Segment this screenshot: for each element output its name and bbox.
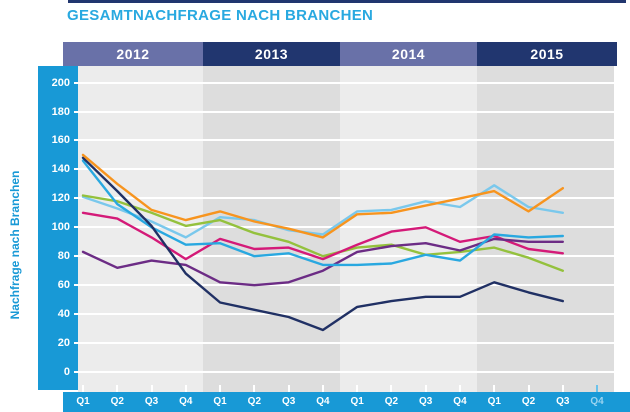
year-header-2015: 2015: [477, 42, 617, 66]
x-tick-mark: [424, 385, 427, 392]
y-tick-mark: [74, 168, 78, 171]
purple-line: [81, 237, 564, 287]
y-axis-band: 200 180 160 140 120 100 80 60 40 20 0: [38, 66, 78, 390]
x-label-2014-Q1: Q1: [350, 396, 364, 407]
chart-title: GESAMTNACHFRAGE NACH BRANCHEN: [67, 7, 374, 24]
orange-line: [81, 153, 564, 239]
navy-line: [81, 156, 564, 332]
plot-year-band-2015: [477, 66, 614, 392]
x-label-2015-Q3: Q3: [556, 396, 570, 407]
y-tick-mark: [74, 81, 78, 84]
y-tick-label-20: 20: [57, 337, 70, 350]
x-label-2013-Q2: Q2: [247, 396, 262, 407]
y-tick-label-80: 80: [57, 250, 70, 263]
y-tick-mark: [74, 371, 78, 373]
y-tick-label-200: 200: [51, 76, 70, 89]
x-label-2014-Q4: Q4: [453, 396, 467, 407]
x-label-2014-Q3: Q3: [419, 396, 433, 407]
x-tick-mark: [458, 385, 461, 392]
gridline-180: [78, 110, 614, 113]
x-tick-mark: [493, 385, 496, 392]
y-tick-label-100: 100: [51, 221, 70, 234]
plot-area: [78, 66, 614, 392]
x-label-2013-Q1: Q1: [213, 396, 227, 407]
x-label-2013-Q4: Q4: [316, 396, 330, 407]
x-tick-mark: [527, 385, 530, 392]
x-label-2015-Q2: Q2: [521, 396, 536, 407]
x-tick-mark: [356, 385, 359, 392]
y-tick-label-40: 40: [57, 308, 70, 321]
gridline-0: [78, 371, 614, 373]
x-axis-band: Q1 Q2 Q3 Q4 Q1 Q2 Q3 Q4 Q1 Q2 Q3 Q4 Q1 Q2 Q3 Q4: [63, 392, 630, 412]
plot-year-band-2013: [203, 66, 340, 392]
y-axis-title: Nachfrage nach Branchen: [8, 170, 22, 320]
x-tick-mark: [219, 385, 222, 392]
plot-year-band-2012: [78, 66, 203, 392]
x-tick-mark: [596, 385, 599, 392]
x-label-2012-Q1: Q1: [76, 396, 90, 407]
year-header-row: 2012 2013 2014 2015: [63, 42, 617, 66]
year-header-2014: 2014: [340, 42, 477, 66]
x-tick-mark: [321, 385, 324, 392]
year-header-2013: 2013: [203, 42, 340, 66]
x-label-2012-Q2: Q2: [110, 396, 124, 407]
magenta-line: [81, 211, 564, 261]
gridline-80: [78, 255, 614, 258]
y-tick-label-60: 60: [57, 279, 70, 292]
y-tick-label-120: 120: [51, 192, 70, 205]
gridline-60: [78, 284, 614, 287]
blue-line: [81, 159, 564, 267]
x-tick-mark: [287, 385, 290, 392]
x-tick-mark: [561, 385, 564, 392]
top-border-strip: [68, 0, 626, 3]
x-tick-mark: [253, 385, 256, 392]
x-label-2015-Q4: Q4: [590, 396, 604, 407]
year-header-2012: 2012: [63, 42, 203, 66]
y-tick-mark: [74, 342, 78, 345]
y-tick-mark: [74, 284, 78, 287]
x-label-2014-Q2: Q2: [384, 396, 399, 407]
x-tick-mark: [150, 385, 153, 392]
gridline-120: [78, 197, 614, 200]
green-line: [81, 194, 564, 272]
x-label-2012-Q4: Q4: [179, 396, 193, 407]
x-tick-mark: [184, 385, 187, 392]
gridline-20: [78, 342, 614, 345]
y-tick-mark: [74, 197, 78, 200]
y-tick-mark: [74, 313, 78, 316]
y-tick-label-180: 180: [51, 105, 70, 118]
y-tick-mark: [74, 139, 78, 142]
x-tick-mark: [82, 385, 84, 392]
gridline-100: [78, 226, 614, 229]
gridline-160: [78, 139, 614, 142]
y-tick-mark: [74, 255, 78, 258]
x-label-2012-Q3: Q3: [144, 396, 159, 407]
x-label-2015-Q1: Q1: [487, 396, 501, 407]
y-tick-label-140: 140: [51, 163, 70, 176]
y-tick-mark: [74, 226, 78, 229]
gridline-200: [78, 81, 614, 84]
y-tick-label-160: 160: [51, 134, 70, 147]
y-tick-mark: [74, 110, 78, 113]
x-tick-mark: [390, 385, 393, 392]
gridline-140: [78, 168, 614, 171]
line-chart-svg: [81, 153, 564, 332]
x-tick-mark: [116, 385, 119, 392]
y-tick-label-0: 0: [63, 366, 70, 378]
x-label-2013-Q3: Q3: [281, 396, 296, 407]
